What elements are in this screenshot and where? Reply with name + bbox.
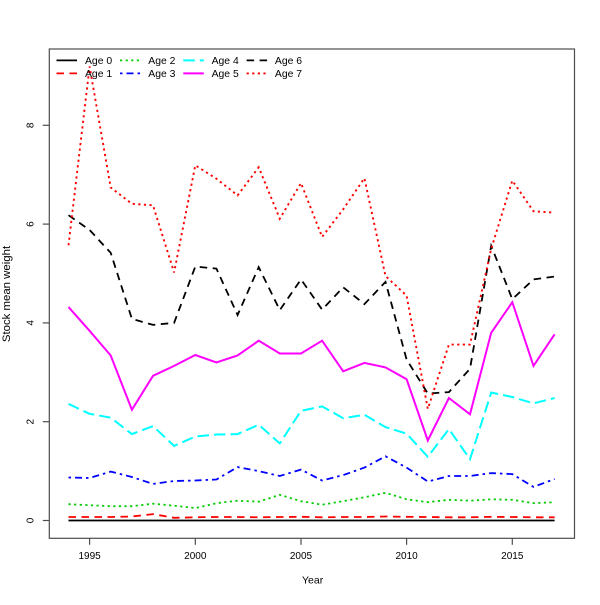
svg-text:2005: 2005 [290,551,313,562]
svg-text:Stock mean weight: Stock mean weight [1,245,13,342]
svg-text:8: 8 [26,122,37,128]
svg-text:1995: 1995 [78,551,101,562]
svg-text:4: 4 [26,320,37,326]
svg-text:2015: 2015 [501,551,524,562]
svg-text:Age 7: Age 7 [275,69,302,80]
svg-text:Age 0: Age 0 [85,56,112,67]
svg-text:Age 4: Age 4 [212,56,239,67]
svg-text:Year: Year [302,575,324,587]
svg-text:Age 6: Age 6 [275,56,302,67]
svg-text:0: 0 [26,517,37,523]
svg-text:Age 3: Age 3 [148,69,175,80]
svg-text:2: 2 [26,418,37,424]
svg-text:Age 1: Age 1 [85,69,112,80]
svg-text:2000: 2000 [184,551,207,562]
svg-text:2010: 2010 [395,551,418,562]
svg-text:6: 6 [26,221,37,227]
svg-text:Age 2: Age 2 [148,56,175,67]
svg-text:Age 5: Age 5 [212,69,239,80]
